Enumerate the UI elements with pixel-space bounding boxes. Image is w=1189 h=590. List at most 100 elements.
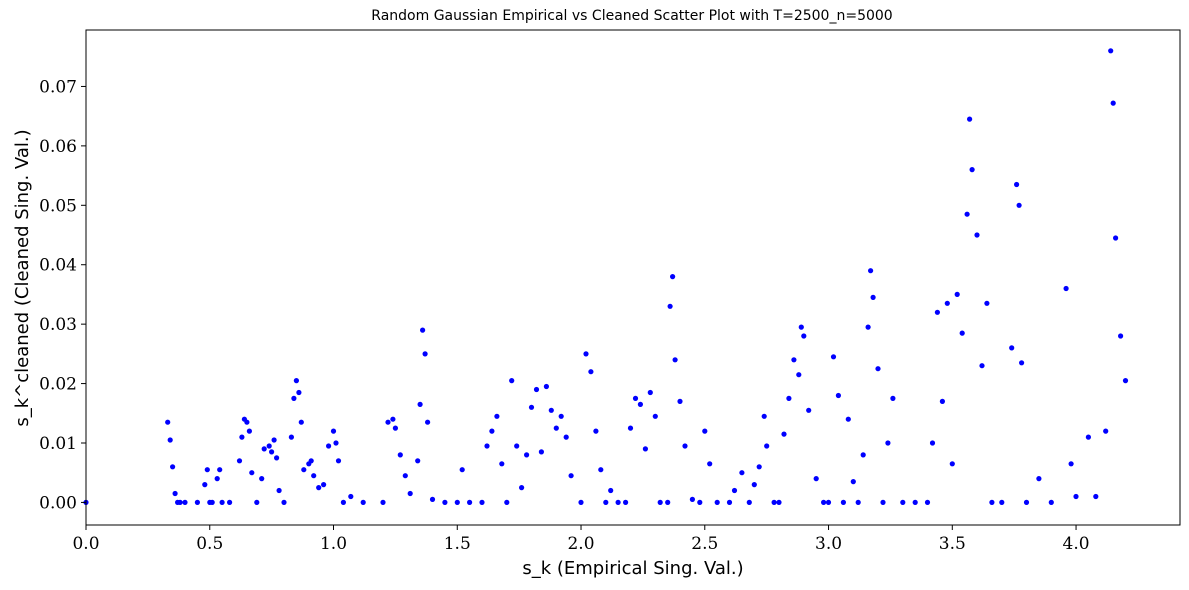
data-point	[239, 434, 245, 440]
data-point	[677, 398, 683, 404]
data-point	[172, 490, 178, 497]
data-point	[967, 116, 973, 122]
data-point	[415, 458, 421, 464]
data-point	[288, 434, 294, 440]
data-point	[870, 294, 876, 300]
data-point	[850, 479, 856, 485]
data-point	[558, 413, 564, 419]
data-point	[429, 496, 436, 502]
data-point	[860, 452, 866, 458]
data-point	[989, 499, 995, 505]
y-tick-label: 0.00	[39, 493, 77, 513]
data-point	[647, 389, 653, 396]
data-point	[939, 398, 946, 404]
data-point	[583, 351, 589, 357]
y-axis-label: s_k^cleaned (Cleaned Sing. Val.)	[12, 129, 33, 426]
data-point	[274, 455, 280, 461]
data-point	[281, 499, 287, 505]
data-point	[293, 378, 299, 384]
data-point	[798, 324, 804, 330]
data-point	[194, 499, 200, 505]
data-point	[801, 333, 807, 339]
data-point	[964, 211, 970, 217]
data-point	[746, 499, 752, 505]
data-point	[420, 327, 426, 333]
data-point	[543, 383, 550, 390]
data-point	[340, 499, 346, 505]
data-point	[665, 499, 671, 505]
data-point	[227, 499, 233, 505]
x-tick-label: 4.0	[1063, 534, 1090, 554]
data-point	[524, 452, 530, 458]
data-point	[326, 443, 332, 449]
data-point	[959, 330, 965, 336]
data-point	[598, 467, 604, 473]
x-tick-label: 3.5	[939, 534, 966, 554]
data-point	[707, 461, 713, 467]
data-point	[670, 274, 676, 280]
data-point	[202, 482, 208, 488]
y-tick-label: 0.01	[39, 434, 77, 454]
data-point	[1073, 493, 1079, 500]
data-point	[553, 425, 559, 431]
data-point	[335, 458, 342, 464]
y-tick-label: 0.06	[39, 137, 77, 157]
data-point	[1036, 476, 1042, 482]
data-point	[845, 416, 851, 422]
data-point	[330, 428, 337, 434]
data-point	[830, 354, 837, 360]
data-point	[786, 395, 792, 401]
data-point	[519, 485, 525, 491]
data-point	[761, 413, 767, 419]
data-point	[890, 395, 896, 401]
y-tick-label: 0.04	[39, 256, 77, 276]
data-point	[269, 449, 275, 455]
data-point	[944, 300, 950, 306]
data-point	[254, 499, 260, 505]
data-point	[1068, 461, 1074, 467]
data-point	[954, 291, 960, 297]
data-point	[182, 499, 188, 505]
data-point	[459, 467, 465, 473]
data-point	[177, 499, 183, 505]
data-point	[454, 499, 460, 505]
data-point	[489, 428, 495, 434]
data-point	[657, 499, 663, 505]
data-point	[484, 443, 490, 449]
data-point	[1108, 48, 1114, 54]
data-point	[533, 386, 540, 393]
data-point	[764, 443, 770, 449]
data-point	[885, 440, 891, 446]
data-point	[392, 425, 398, 431]
data-point	[259, 476, 265, 482]
data-point	[702, 428, 708, 434]
data-point	[1048, 499, 1054, 505]
data-point	[308, 458, 314, 464]
data-point	[1063, 285, 1069, 292]
data-point	[504, 499, 510, 505]
x-tick-label: 0.0	[72, 534, 99, 554]
data-point	[402, 473, 408, 479]
data-point	[825, 499, 832, 505]
y-tick-label: 0.03	[39, 315, 77, 335]
data-point	[865, 324, 871, 330]
data-point	[246, 428, 252, 434]
data-point	[1110, 100, 1116, 106]
data-point	[1103, 428, 1109, 434]
data-point	[261, 446, 267, 452]
data-point	[949, 461, 955, 467]
data-point	[835, 392, 842, 399]
data-point	[499, 461, 505, 467]
data-point	[880, 499, 886, 505]
data-point	[1016, 202, 1022, 208]
data-point	[840, 499, 847, 505]
data-point	[298, 419, 304, 425]
data-point	[791, 357, 797, 363]
data-point	[244, 419, 250, 425]
data-point	[333, 440, 339, 446]
data-point	[1019, 360, 1025, 366]
data-point	[442, 499, 448, 505]
data-point	[875, 366, 881, 372]
data-point	[167, 437, 173, 443]
x-axis-ticks: 0.0 0.5 1.0 1.5 2.0 2.5 3.0 3.5 4.0	[72, 525, 1090, 554]
